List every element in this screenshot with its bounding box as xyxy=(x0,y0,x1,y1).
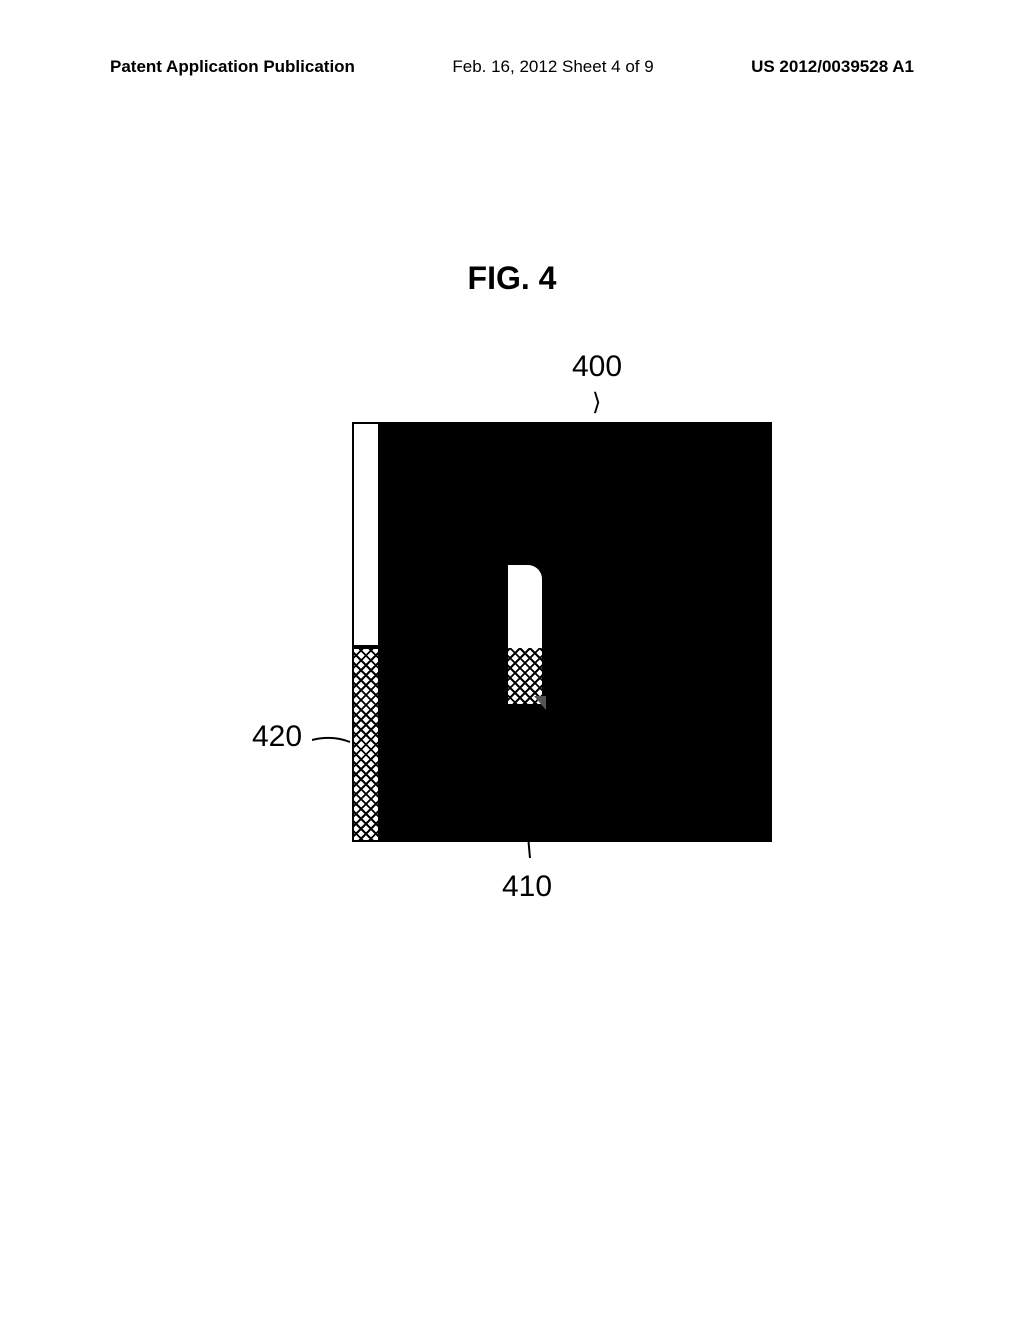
left-column-hatched-420 xyxy=(352,647,380,842)
leader-line-400: ⟩ xyxy=(592,388,601,417)
page-header: Patent Application Publication Feb. 16, … xyxy=(0,57,1024,77)
leader-line-410 xyxy=(520,710,540,860)
tooth-tail-icon xyxy=(534,696,546,710)
leader-line-420 xyxy=(312,730,352,750)
reference-label-400: 400 xyxy=(572,350,622,384)
main-body-400 xyxy=(352,422,772,842)
figure-title: FIG. 4 xyxy=(0,260,1024,297)
patent-diagram: 400 ⟩ 420 410 xyxy=(212,350,812,950)
header-publication-number: US 2012/0039528 A1 xyxy=(751,57,914,77)
reference-label-420: 420 xyxy=(252,720,302,754)
figure-container: 400 ⟩ 420 410 xyxy=(0,350,1024,950)
header-publication-type: Patent Application Publication xyxy=(110,57,355,77)
header-date-sheet: Feb. 16, 2012 Sheet 4 of 9 xyxy=(452,57,653,77)
left-column-upper xyxy=(352,422,380,647)
center-tooth-upper xyxy=(508,565,542,655)
reference-label-410: 410 xyxy=(502,870,552,904)
